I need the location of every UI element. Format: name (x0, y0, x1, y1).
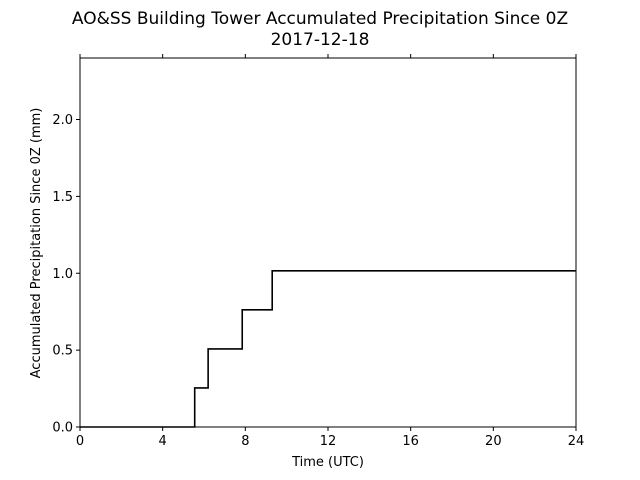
plot-frame (79, 57, 577, 428)
y-tick-label: 0.0 (52, 421, 73, 436)
y-tick-label: 0.5 (52, 344, 73, 359)
x-axis: 0 4 8 12 16 20 24 (76, 54, 584, 449)
y-axis: 0.0 0.5 1.0 1.5 2.0 (52, 113, 80, 436)
x-tick-label: 8 (241, 434, 249, 449)
x-tick-label: 4 (159, 434, 167, 449)
y-axis-label: Accumulated Precipitation Since 0Z (mm) (29, 108, 44, 379)
x-tick-label: 20 (485, 434, 502, 449)
x-axis-label: Time (UTC) (291, 455, 364, 470)
chart-title: AO&SS Building Tower Accumulated Precipi… (72, 9, 568, 29)
y-tick-label: 1.5 (52, 190, 73, 205)
x-tick-label: 24 (568, 434, 585, 449)
x-tick-label: 0 (76, 434, 84, 449)
y-tick-label: 1.0 (52, 267, 73, 282)
series-line (80, 269, 576, 428)
x-tick-label: 12 (320, 434, 337, 449)
chart-subtitle: 2017-12-18 (271, 30, 370, 50)
y-tick-label: 2.0 (52, 113, 73, 128)
plot-area (79, 57, 577, 428)
series-group (80, 269, 576, 428)
x-tick-label: 16 (402, 434, 419, 449)
